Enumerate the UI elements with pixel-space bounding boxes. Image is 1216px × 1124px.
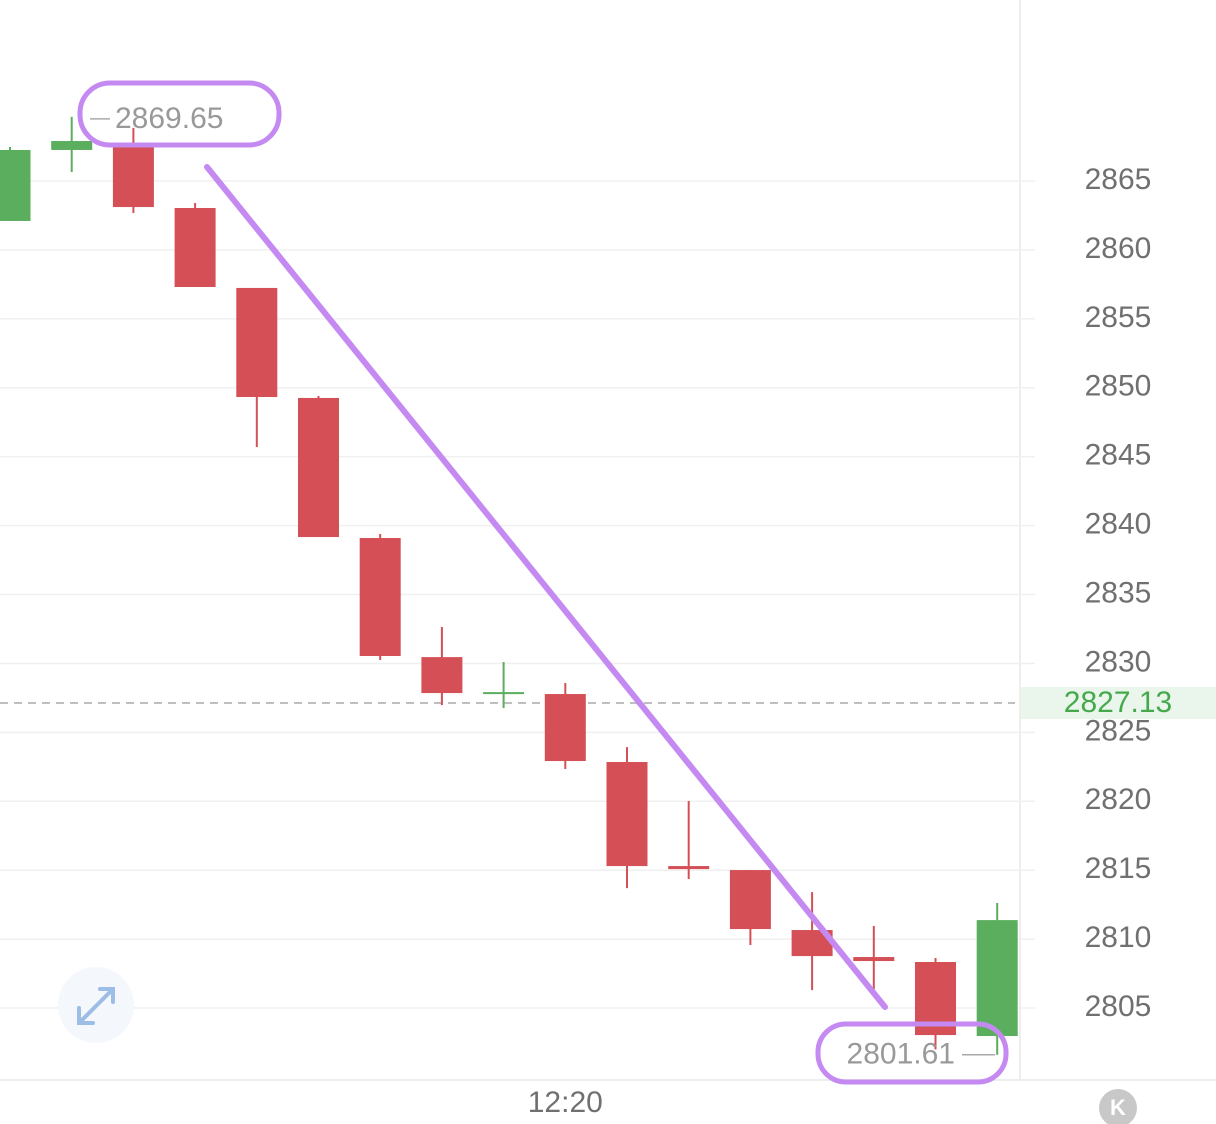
y-tick-label: 2820 [1085, 783, 1152, 816]
low-highlight [815, 1021, 1009, 1085]
y-tick-label: 2810 [1085, 921, 1152, 954]
y-tick-label: 2835 [1085, 576, 1152, 609]
candle-body [0, 149, 31, 221]
candle-body [483, 692, 525, 695]
candles [0, 116, 1018, 1055]
candle-body [668, 866, 710, 870]
y-tick-label: 2840 [1085, 508, 1152, 541]
y-tick-label: 2860 [1085, 232, 1152, 265]
labels: 2805 2810 2815 2820 2825 2830 2835 2840 2845 2850… [90, 102, 1216, 1119]
candle-body [359, 538, 401, 656]
y-tick-label: 2825 [1085, 714, 1152, 747]
candle-body [298, 397, 339, 538]
candle-body [606, 761, 648, 867]
y-tick-label: 2805 [1085, 990, 1152, 1023]
candle-body [976, 920, 1018, 1037]
expand-button[interactable] [58, 967, 134, 1043]
candle-body [729, 870, 771, 930]
y-tick-label: 2830 [1085, 645, 1152, 678]
badge: K [1110, 1095, 1126, 1120]
candle-body [51, 141, 93, 150]
expand-icon [77, 987, 115, 1025]
y-tick-label: 2850 [1085, 370, 1152, 403]
low-marker-label: 2801.61 [847, 1038, 955, 1071]
candle-body [174, 208, 216, 287]
x-tick-label: 12:20 [528, 1086, 603, 1119]
badge-bg[interactable] [1099, 1089, 1137, 1124]
last-price-bg [1021, 686, 1216, 719]
candle-body [421, 657, 463, 694]
candle-body [236, 287, 278, 397]
high-marker-label: 2869.65 [115, 102, 223, 135]
y-tick-label: 2845 [1085, 439, 1152, 472]
y-tick-label: 2865 [1085, 163, 1152, 196]
high-highlight [77, 80, 282, 148]
trend-annotation [204, 164, 888, 1010]
candle-body [544, 694, 586, 762]
grid [0, 180, 1035, 1009]
candle-body [112, 145, 154, 208]
candle-body [853, 957, 895, 962]
y-tick-label: 2855 [1085, 301, 1152, 334]
last-price-label: 2827.13 [1064, 686, 1172, 719]
y-tick-label: 2815 [1085, 852, 1152, 885]
